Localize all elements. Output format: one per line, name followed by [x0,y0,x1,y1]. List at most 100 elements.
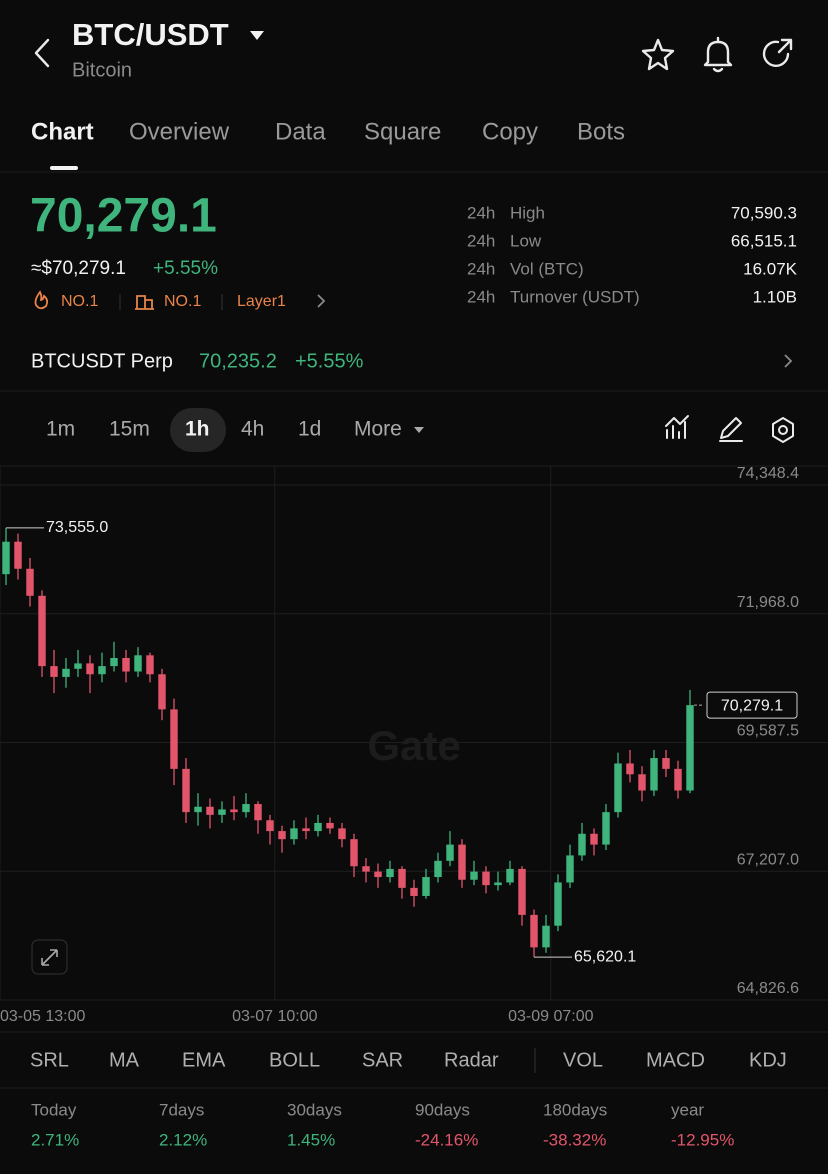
indicator[interactable]: Radar [444,1049,499,1071]
indicator-icon[interactable] [665,415,689,439]
fullscreen-icon [41,949,58,966]
stat-period: 24h [467,203,495,222]
stat-value: 70,590.3 [731,203,797,222]
y-tick-label: 67,207.0 [737,851,799,868]
candle-body [74,663,82,669]
perp-change: +5.55% [295,350,364,372]
perf-value: -12.95% [671,1130,734,1149]
tab-indicator [50,166,78,170]
candle-body [518,868,526,915]
perf-value: -38.32% [543,1130,606,1149]
interval[interactable]: 4h [241,418,264,441]
pair-title[interactable]: BTC/USDT [72,17,229,52]
candle-body [686,705,694,791]
candle-body [506,868,514,883]
stat-value: 16.07K [743,259,798,278]
interval[interactable]: 1h [185,418,210,441]
indicator[interactable]: EMA [182,1049,226,1071]
interval-active-bg [170,408,226,452]
candle-body [362,866,370,872]
alert-icon[interactable] [703,36,733,73]
candle-body [314,822,322,832]
y-tick-label: 74,348.4 [737,465,799,482]
settings-icon[interactable] [772,417,794,443]
perf-period: 180days [543,1100,607,1119]
x-tick-label: 03-07 10:00 [232,1008,318,1025]
perp-name[interactable]: BTCUSDT Perp [31,350,173,372]
extreme-label: 73,555.0 [46,519,108,536]
indicator[interactable]: MACD [646,1049,705,1071]
tab[interactable]: Overview [129,118,230,145]
cap-icon [135,295,154,310]
tab[interactable]: Copy [482,118,538,145]
more-dropdown[interactable] [414,427,424,433]
candle-body [302,828,310,832]
candle-body [494,882,502,886]
perp-chevron[interactable] [784,354,793,368]
tab[interactable]: Square [364,118,441,145]
candle-body [230,809,238,813]
candle-body [146,655,154,675]
candle-body [386,868,394,878]
indicator[interactable]: SAR [362,1049,403,1071]
y-tick-label: 69,587.5 [737,723,799,740]
last-price: 70,279.1 [30,190,217,243]
candle-body [182,768,190,813]
candle-body [530,914,538,948]
candle-body [458,844,466,880]
candle-body [2,541,10,575]
candle-body [434,860,442,878]
tab[interactable]: Chart [31,118,94,145]
indicator[interactable]: BOLL [269,1049,320,1071]
back-button[interactable] [34,38,50,68]
candle-body [326,822,334,829]
tab[interactable]: Data [275,118,326,145]
perf-value: 2.71% [31,1130,79,1149]
candle-body [14,541,22,569]
candle-body [602,812,610,845]
tags-chevron[interactable] [317,294,326,308]
performance-row: Today 2.71% 7days 2.12% 30days 1.45% 90days -24… [31,1100,734,1149]
stat-value: 1.10B [753,287,797,306]
interval[interactable]: More [354,418,402,441]
perf-period: 30days [287,1100,342,1119]
tab[interactable]: Bots [577,118,625,145]
indicator[interactable]: VOL [563,1049,603,1071]
candle-body [470,871,478,880]
candle-body [134,655,142,672]
rank-tag[interactable]: NO.1 [61,293,98,310]
candle-body [554,882,562,926]
perf-value: 1.45% [287,1130,335,1149]
perp-price: 70,235.2 [199,350,277,372]
interval[interactable]: 1d [298,418,321,441]
perf-period: Today [31,1100,77,1119]
stats-table: 24h High 70,590.3 24h Low 66,515.1 24h Vol (BTC… [467,203,798,306]
last-price-label: 70,279.1 [721,697,783,714]
perf-period: 90days [415,1100,470,1119]
usd-price: ≈$70,279.1 [31,258,126,279]
candle-body [266,820,274,832]
perf-period: year [671,1100,704,1119]
candle-body [290,828,298,840]
share-icon[interactable] [762,38,793,68]
candle-body [446,844,454,861]
rank-tag[interactable]: NO.1 [164,293,201,310]
interval[interactable]: 15m [109,418,150,441]
indicator[interactable]: MA [109,1049,140,1071]
candlestick-chart: Gate 73,555.0 65,620.1 70,279.1 74,348.4 71,9… [0,465,828,1025]
pair-dropdown[interactable] [250,31,264,40]
favorite-icon[interactable] [641,38,675,71]
indicator[interactable]: KDJ [749,1049,787,1071]
candle-body [542,925,550,948]
candle-body [674,768,682,791]
stat-label: Vol (BTC) [510,259,584,278]
draw-icon[interactable] [719,417,743,442]
interval[interactable]: 1m [46,418,75,441]
candle-body [566,855,574,883]
stat-period: 24h [467,231,495,250]
indicator[interactable]: SRL [30,1049,69,1071]
candle-body [254,804,262,821]
candle-body [278,831,286,840]
sector-tag[interactable]: Layer1 [237,293,286,310]
